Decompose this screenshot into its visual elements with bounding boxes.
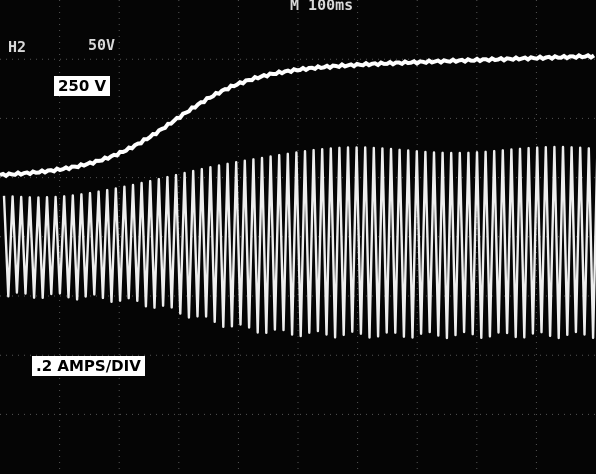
channel: H2 bbox=[8, 38, 26, 56]
scope-traces bbox=[0, 0, 596, 474]
oscilloscope-screen: M 100ms H2 50V 250 V .2 AMPS/DIV bbox=[0, 0, 596, 474]
channel-scale: 50V bbox=[88, 36, 115, 54]
current-label: .2 AMPS/DIV bbox=[32, 356, 145, 376]
current-trace bbox=[4, 147, 596, 338]
timebase: M 100ms bbox=[290, 0, 353, 14]
voltage-label: 250 V bbox=[54, 76, 110, 96]
